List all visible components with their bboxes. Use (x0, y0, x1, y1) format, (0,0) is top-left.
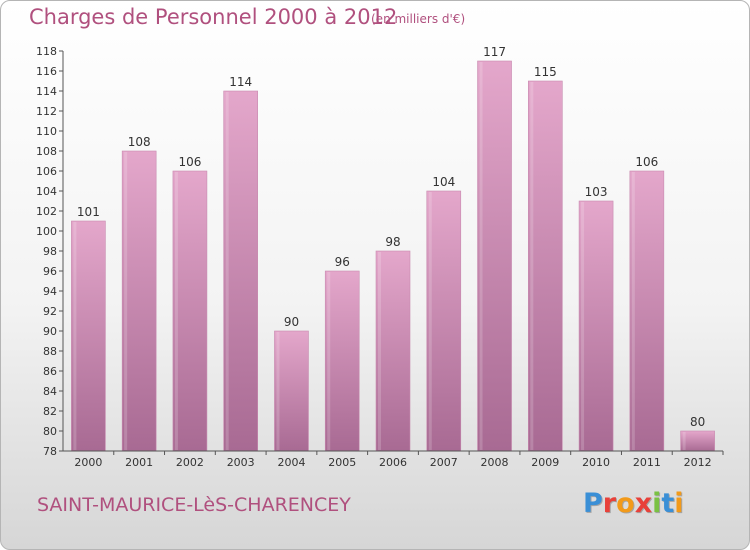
bar (477, 60, 512, 452)
bar-highlight (479, 62, 483, 450)
data-label: 80 (690, 415, 705, 429)
logo-letter: o (616, 488, 635, 519)
bar (375, 250, 411, 452)
bar (324, 270, 360, 452)
data-label: 115 (534, 65, 557, 79)
bar-highlight (378, 252, 381, 450)
y-tick-label: 112 (36, 105, 57, 118)
data-label: 103 (585, 185, 608, 199)
y-tick-label: 90 (43, 325, 57, 338)
y-tick-label: 108 (36, 145, 57, 158)
x-tick-label: 2000 (74, 456, 102, 469)
y-tick-label: 98 (43, 245, 57, 258)
x-tick-label: 2010 (582, 456, 610, 469)
data-label: 114 (229, 75, 252, 89)
x-tick-label: 2006 (379, 456, 407, 469)
logo-letter: P (583, 488, 603, 519)
x-tick-label: 2011 (633, 456, 661, 469)
bar (223, 90, 258, 452)
y-tick-label: 86 (43, 365, 57, 378)
y-tick-label: 114 (36, 85, 57, 98)
y-tick-label: 104 (36, 185, 57, 198)
logo-letter: x (634, 488, 653, 519)
data-label: 90 (284, 315, 299, 329)
data-label: 108 (128, 135, 151, 149)
bar (528, 80, 563, 452)
bar-highlight (276, 332, 280, 450)
bars (71, 60, 715, 452)
bar (274, 330, 309, 452)
chart-unit-label: (en milliers d'€) (371, 12, 466, 26)
y-tick-label: 116 (36, 65, 57, 78)
bar (121, 150, 157, 452)
bar (629, 170, 665, 452)
x-tick-label: 2012 (684, 456, 712, 469)
x-tick-label: 2001 (125, 456, 153, 469)
x-tick-label: 2008 (481, 456, 509, 469)
bar-highlight (682, 432, 686, 450)
logo-letter: i (674, 488, 684, 519)
y-tick-label: 96 (43, 265, 57, 278)
y-tick-label: 118 (36, 45, 57, 58)
bar (578, 200, 614, 452)
data-label: 106 (178, 155, 201, 169)
y-tick-label: 84 (43, 385, 57, 398)
y-tick-label: 110 (36, 125, 57, 138)
y-tick-label: 102 (36, 205, 57, 218)
data-label: 98 (385, 235, 400, 249)
proxiti-logo[interactable]: Proxiti (583, 488, 684, 519)
y-tick-label: 82 (43, 405, 57, 418)
chart-title: Charges de Personnel 2000 à 2012 (29, 5, 398, 29)
data-label: 101 (77, 205, 100, 219)
commune-name: SAINT-MAURICE-LèS-CHARENCEY (37, 494, 351, 516)
data-label: 96 (335, 255, 350, 269)
logo-letter: t (661, 488, 675, 519)
bar (71, 220, 106, 452)
y-tick-label: 106 (36, 165, 57, 178)
bar (172, 170, 208, 452)
y-tick-label: 80 (43, 425, 57, 438)
bar-highlight (581, 202, 585, 450)
x-tick-label: 2002 (176, 456, 204, 469)
y-tick-label: 100 (36, 225, 57, 238)
logo-letter: r (602, 488, 617, 519)
x-tick-label: 2004 (277, 456, 305, 469)
x-tick-label: 2003 (227, 456, 255, 469)
x-tick-label: 2009 (531, 456, 559, 469)
y-tick-label: 92 (43, 305, 57, 318)
bar-highlight (225, 92, 229, 450)
x-axis: 2000 2001 2002 2003 2004 2005 2006 2007 2008 2009… (63, 450, 724, 469)
bar (680, 430, 715, 452)
bar-highlight (174, 172, 178, 450)
y-tick-label: 78 (43, 445, 57, 458)
x-tick-label: 2007 (430, 456, 458, 469)
bar-highlight (631, 172, 635, 450)
bar-highlight (428, 192, 432, 450)
data-label: 117 (483, 45, 506, 59)
logo-letter: i (652, 488, 662, 519)
bar-highlight (73, 222, 77, 450)
bar-highlight (327, 272, 331, 450)
bar-highlight (530, 82, 534, 450)
bar-highlight (124, 152, 128, 450)
data-label: 106 (635, 155, 658, 169)
y-tick-label: 94 (43, 285, 57, 298)
data-labels: 101 108 106 114 90 96 98 104 117 115 103 106 80 (77, 45, 705, 429)
data-label: 104 (432, 175, 455, 189)
y-axis: 78 80 82 84 86 88 90 92 94 96 98 100 102 104 106 108 110… (36, 45, 64, 458)
x-tick-label: 2005 (328, 456, 356, 469)
y-tick-label: 88 (43, 345, 57, 358)
bar (426, 190, 462, 452)
